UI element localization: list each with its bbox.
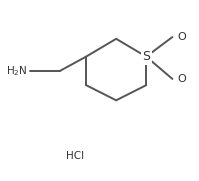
Text: H$_2$N: H$_2$N [6, 64, 28, 78]
Text: O: O [177, 74, 186, 84]
Text: S: S [142, 50, 150, 63]
Text: O: O [177, 32, 186, 42]
Text: HCl: HCl [66, 151, 85, 161]
